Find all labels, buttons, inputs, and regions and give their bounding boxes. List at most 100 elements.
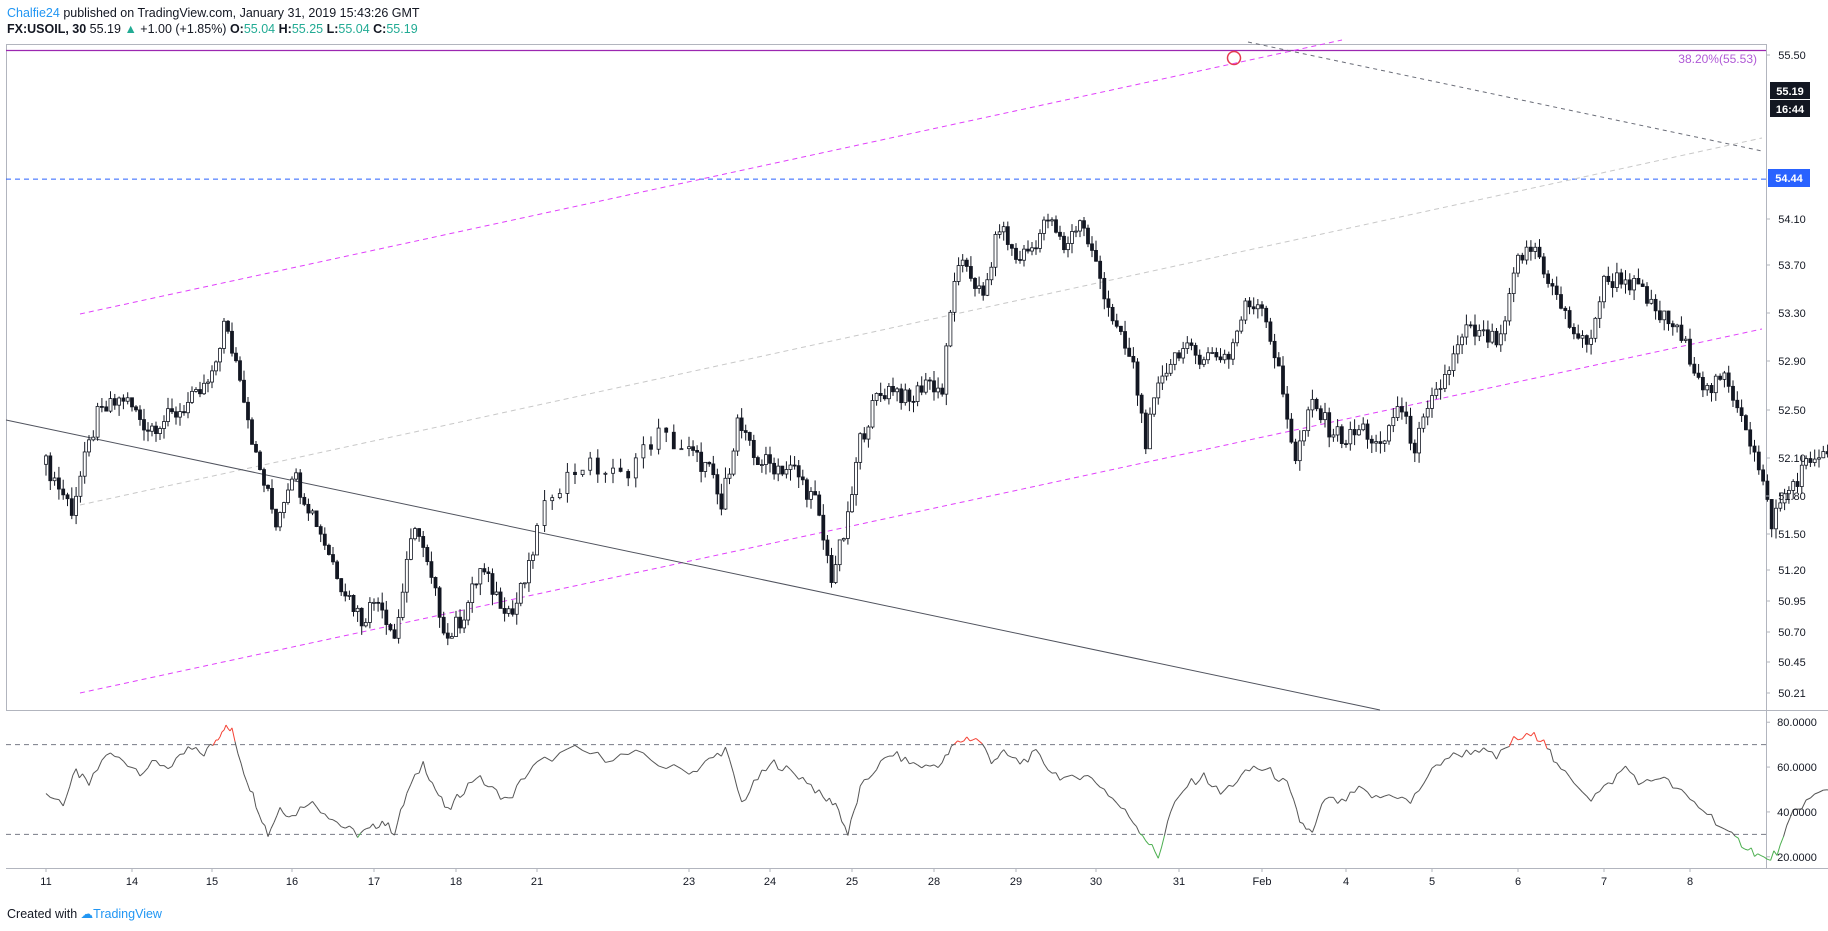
rsi-line-segment	[941, 754, 946, 763]
rsi-line-segment	[1274, 778, 1280, 782]
rsi-line-segment	[88, 773, 94, 786]
rsi-line-segment	[1595, 790, 1600, 795]
rsi-line-segment	[304, 804, 309, 808]
candle-body	[940, 387, 945, 395]
candle-body	[154, 425, 158, 434]
candle-body	[1761, 469, 1765, 482]
candle-body	[760, 464, 764, 466]
rsi-line-segment	[1681, 789, 1687, 795]
candle-body	[580, 469, 585, 475]
rsi-line-segment	[425, 773, 430, 781]
rsi-line-segment	[741, 799, 746, 803]
candle-body	[134, 406, 138, 411]
rsi-line-segment	[524, 772, 530, 780]
candle-body	[413, 528, 417, 540]
rsi-axis[interactable]: 80.0000 60.0000 40.0000 20.0000	[1766, 717, 1817, 864]
rsi-line-segment	[349, 825, 354, 830]
candle-body	[1400, 406, 1404, 413]
rsi-line-segment	[1517, 738, 1523, 741]
rsi-line-segment	[1212, 785, 1217, 788]
rsi-line-segment	[1160, 835, 1165, 849]
rsi-line-segment	[1236, 774, 1242, 783]
rsi-line-segment	[1702, 810, 1708, 815]
rsi-line-segment	[872, 769, 877, 776]
symbol-name[interactable]: FX:USOIL, 30	[7, 22, 87, 36]
rsi-line-segment	[167, 765, 173, 770]
candle-body	[1627, 279, 1632, 291]
candle-body	[1584, 335, 1589, 345]
candle-body	[1010, 244, 1014, 249]
rsi-line-segment	[769, 759, 775, 766]
rsi-line-segment	[1521, 733, 1527, 740]
candle-body	[226, 320, 230, 332]
candle-body	[1511, 272, 1516, 294]
rsi-line-segment	[1401, 796, 1407, 800]
rsi-line-segment	[441, 796, 446, 808]
rsi-line-segment	[328, 818, 334, 821]
price-tick-label: 50.95	[1778, 596, 1806, 608]
time-tick-label: 7	[1601, 876, 1607, 888]
candle-body	[1443, 374, 1447, 389]
rsi-line-segment	[838, 809, 843, 822]
time-axis[interactable]: 11 14 15 16 17 18 21 23 24 25 28 29 30 31 Feb 4 5 6 7 8	[40, 868, 1693, 888]
candle-body	[1018, 259, 1022, 261]
rsi-line-segment	[1375, 794, 1381, 799]
time-tick-label: 14	[126, 876, 138, 888]
candle-body	[1046, 219, 1050, 222]
price-tick-label: 51.20	[1778, 565, 1806, 577]
candle-body	[699, 451, 704, 472]
bar-countdown-text: 16:44	[1776, 104, 1805, 116]
rsi-line-segment	[143, 767, 149, 773]
rsi-line-segment	[453, 794, 458, 801]
rsi-line-segment	[410, 774, 416, 785]
rsi-line-segment	[155, 760, 161, 766]
candle-body	[1589, 337, 1593, 345]
candle-body	[1679, 324, 1684, 341]
rsi-line-segment	[1203, 772, 1209, 784]
rsi-line-segment	[1577, 787, 1583, 793]
candle-body	[218, 348, 222, 363]
rsi-line-segment	[131, 766, 137, 770]
rsi-line-segment	[1750, 847, 1755, 857]
tradingview-logo-icon: ☁	[80, 907, 94, 921]
candle-body	[178, 411, 182, 418]
candle-body	[743, 430, 748, 433]
rsi-line-segment	[650, 759, 659, 767]
rsi-line-segment	[1145, 840, 1150, 845]
candle-body	[1164, 372, 1169, 377]
candle-body	[633, 457, 638, 479]
rsi-line-segment	[195, 747, 201, 754]
candle-body	[1070, 231, 1074, 244]
rsi-line-segment	[729, 759, 735, 774]
time-tick-label: 16	[286, 876, 298, 888]
candle-body	[936, 387, 940, 393]
candle-body	[1102, 277, 1107, 300]
time-tick-label: 5	[1429, 876, 1435, 888]
rsi-line-segment	[285, 815, 290, 818]
rsi-line-segment	[199, 752, 205, 757]
rsi-line-segment	[65, 786, 71, 797]
rsi-line-segment	[1047, 769, 1053, 774]
candle-body	[441, 616, 446, 634]
rsi-line-segment	[163, 765, 169, 770]
price-axis[interactable]: 55.50 54.10 53.70 53.30 52.90 52.50 52.10 51.80…	[1766, 50, 1806, 700]
candle-body	[57, 477, 61, 490]
tradingview-link[interactable]: TradingView	[93, 907, 162, 921]
candle-body	[1744, 415, 1748, 431]
rsi-line-segment	[369, 823, 374, 828]
candle-body	[162, 421, 166, 429]
candle-body	[52, 477, 57, 482]
candle-body	[1243, 300, 1248, 321]
candle-body	[44, 455, 48, 465]
rsi-line-segment	[720, 746, 726, 757]
rsi-line-segment	[264, 825, 269, 837]
rsi-line-segment	[1526, 732, 1532, 737]
candle-body	[1541, 256, 1546, 275]
candle-body	[687, 446, 691, 450]
author-link[interactable]: Chalfie24	[7, 6, 60, 20]
rsi-line-segment	[972, 737, 977, 741]
rsi-line-segment	[1311, 823, 1317, 833]
rsi-line-segment	[246, 782, 251, 792]
candle-body	[1658, 310, 1662, 321]
